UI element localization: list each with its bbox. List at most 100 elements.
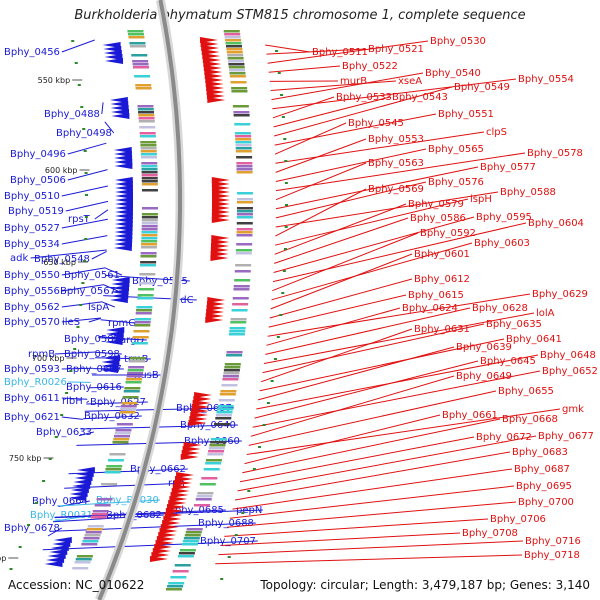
composition-bar	[217, 405, 234, 408]
leader-line	[105, 267, 122, 276]
composition-bar	[134, 75, 151, 78]
composition-bar	[126, 378, 143, 381]
reverse-strand-gene	[69, 491, 88, 497]
composition-bar	[228, 333, 245, 336]
leader-line	[271, 72, 424, 101]
composition-bar	[224, 366, 241, 369]
gene-label-right: Bphy_0569	[368, 184, 424, 195]
composition-bar	[92, 510, 109, 513]
composition-bar	[127, 30, 144, 33]
marker-dot	[65, 392, 69, 394]
gene-label-left: Bphy_0664	[32, 496, 88, 507]
composition-bar	[140, 150, 157, 153]
composition-bar	[136, 306, 153, 309]
marker-dot	[282, 270, 286, 272]
leader-line	[267, 40, 429, 64]
composition-bar	[207, 453, 224, 456]
composition-bar	[201, 477, 218, 480]
forward-strand-gene	[172, 484, 191, 490]
composition-bar	[229, 72, 246, 75]
composition-bar	[231, 87, 248, 90]
leader-line	[232, 468, 513, 510]
composition-bar	[234, 132, 251, 135]
leader-line	[88, 317, 101, 323]
gene-label-right: Bphy_0543	[392, 92, 448, 103]
gene-label-left: Bphy_0561	[64, 270, 120, 281]
composition-bar	[124, 387, 141, 390]
forward-strand-gene	[211, 177, 230, 183]
marker-dot	[42, 480, 46, 482]
gene-label-left: Bphy_0527	[4, 223, 60, 234]
composition-bar	[236, 222, 253, 225]
composition-bar	[184, 534, 201, 537]
reverse-strand-gene	[74, 475, 93, 481]
gene-label-right: Bphy_0530	[430, 36, 486, 47]
composition-bar	[235, 144, 252, 147]
marker-dot	[262, 424, 266, 426]
forward-strand-gene	[202, 53, 221, 59]
marker-dot	[9, 568, 13, 570]
composition-bar	[81, 543, 98, 546]
reverse-strand-gene	[111, 285, 130, 291]
composition-bar	[210, 438, 227, 441]
forward-strand-gene	[206, 309, 225, 315]
forward-strand-gene	[211, 217, 230, 223]
composition-bar	[112, 441, 129, 444]
gene-label-left: Bphy_0570	[4, 317, 60, 328]
reverse-strand-gene	[111, 109, 130, 115]
composition-bar	[234, 123, 251, 126]
composition-bar	[139, 264, 156, 267]
forward-strand-gene	[194, 392, 213, 398]
marker-dot	[247, 490, 251, 492]
leader-line	[239, 436, 475, 483]
marker-dot	[84, 172, 88, 174]
reverse-strand-gene	[114, 217, 133, 223]
forward-strand-gene	[183, 442, 202, 448]
marker-dot	[227, 556, 231, 558]
composition-bar	[183, 537, 200, 540]
gene-label-left: Bphy_0506	[10, 175, 66, 186]
composition-bar	[230, 321, 247, 324]
leader-line	[267, 293, 531, 337]
composition-bar	[232, 105, 249, 108]
composition-bar	[135, 312, 152, 315]
composition-bar	[141, 207, 158, 210]
composition-bar	[236, 165, 253, 168]
reverse-strand-gene	[114, 177, 133, 183]
reverse-strand-gene	[110, 101, 129, 107]
gene-label-right: Bphy_0649	[456, 371, 512, 382]
composition-bar	[235, 264, 252, 267]
forward-strand-gene	[182, 446, 201, 452]
composition-bar	[138, 282, 155, 285]
composition-bar	[172, 570, 189, 573]
reverse-strand-gene	[111, 277, 130, 283]
forward-strand-gene	[205, 77, 224, 83]
right-labels: Bphy_0511 Bphy_0521 Bphy_0530 Bphy_0522 murB…	[215, 36, 598, 565]
leader-line	[215, 554, 523, 565]
forward-strand-gene	[211, 201, 230, 207]
gene-label-left: Bphy_R0026	[4, 377, 67, 388]
gene-label-left: Bphy_0456	[4, 47, 60, 58]
forward-strand-gene	[154, 544, 173, 550]
composition-bar	[132, 336, 149, 339]
reverse-strand-gene	[113, 151, 132, 157]
composition-bar	[229, 330, 246, 333]
gene-label-left: Bphy_0616	[66, 382, 122, 393]
composition-bar	[223, 30, 240, 33]
composition-bar	[113, 438, 130, 441]
composition-bar	[228, 63, 245, 66]
forward-strand-gene	[202, 57, 221, 63]
leader-line	[47, 527, 63, 537]
composition-bar	[236, 234, 253, 237]
reverse-strand-gene	[111, 113, 130, 119]
reverse-strand-gene	[103, 50, 122, 56]
leader-line	[274, 122, 347, 155]
composition-bar	[227, 54, 244, 57]
reverse-strand-gene	[105, 335, 124, 341]
gene-label-left: Bphy_0685	[168, 505, 224, 516]
composition-bar	[122, 396, 139, 399]
marker-dot	[18, 546, 22, 548]
composition-bar	[141, 225, 158, 228]
marker-dot	[284, 226, 288, 228]
forward-strand-gene	[168, 500, 187, 506]
